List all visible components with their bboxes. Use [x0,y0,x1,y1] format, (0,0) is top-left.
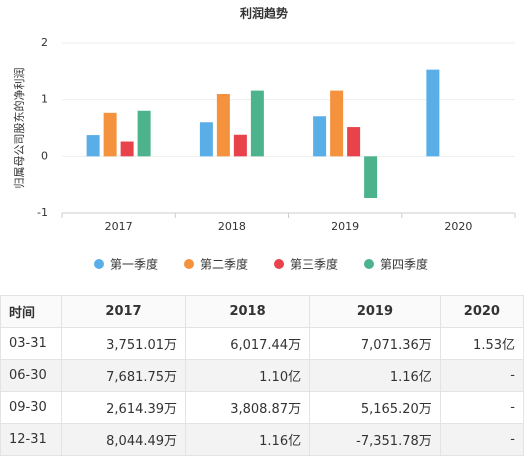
table-cell: 1.16亿 [185,423,311,456]
bar [86,135,100,157]
bar [313,116,327,157]
table-cell: 3,808.87万 [185,391,311,424]
table-cell: 06-30 [0,359,62,392]
header-cell: 时间 [0,295,62,328]
header-cell: 2020 [439,295,525,328]
bar [233,134,247,157]
legend-label: 第二季度 [200,257,248,272]
legend-label: 第三季度 [290,257,338,272]
table-cell: 7,681.75万 [60,359,187,392]
y-tick-label: 0 [41,149,48,162]
chart-title: 利润趋势 [240,6,288,21]
table-cell: 7,071.36万 [309,327,441,360]
bar [199,122,213,157]
table-row: 09-30 2,614.39万 3,808.87万 5,165.20万 - [0,391,525,424]
header-cell: 2018 [185,295,311,328]
bar [137,110,151,157]
chart: 利润趋势 归属母公司股东的净利润 -1 0 1 2 2017 2018 2019 2020 第一… [12,6,516,272]
table-row: 06-30 7,681.75万 1.10亿 1.16亿 - [0,359,525,392]
legend-label: 第一季度 [110,257,158,272]
table-cell: - [439,423,525,456]
y-tick-label: 2 [41,36,48,49]
table-cell: 3,751.01万 [60,327,187,360]
table-cell: 03-31 [0,327,62,360]
table-cell: 1.53亿 [439,327,525,360]
data-table: 时间 2017 2018 2019 2020 03-31 3,751.01万 6,017.44… [0,295,525,456]
table-cell: - [439,359,525,392]
bar [426,69,440,157]
table-cell: -7,351.78万 [309,423,441,456]
table-cell: 5,165.20万 [309,391,441,424]
table-cell: - [439,391,525,424]
x-tick-label: 2018 [218,220,246,233]
y-axis-label: 归属母公司股东的净利润 [12,68,26,189]
bar [364,156,378,198]
bar [120,141,134,157]
table-header-row: 时间 2017 2018 2019 2020 [0,295,525,328]
y-tick-label: 1 [41,93,48,106]
table-cell: 1.10亿 [185,359,311,392]
bar [103,112,117,157]
legend-label: 第四季度 [380,257,428,272]
bar [216,94,230,157]
legend-marker [94,259,104,269]
table-cell: 1.16亿 [309,359,441,392]
legend-marker [184,259,194,269]
y-tick-label: -1 [37,206,48,219]
table-row: 12-31 8,044.49万 1.16亿 -7,351.78万 - [0,423,525,456]
bar [250,90,264,157]
table-cell: 6,017.44万 [185,327,311,360]
table-cell: 09-30 [0,391,62,424]
table-cell: 8,044.49万 [60,423,187,456]
legend-marker [364,259,374,269]
table-row: 03-31 3,751.01万 6,017.44万 7,071.36万 1.53亿 [0,327,525,360]
table-cell: 2,614.39万 [60,391,187,424]
x-tick-label: 2020 [444,220,472,233]
bar [330,90,344,157]
table-cell: 12-31 [0,423,62,456]
x-tick-label: 2017 [105,220,133,233]
bar [347,127,361,157]
header-cell: 2019 [309,295,441,328]
x-tick-label: 2019 [331,220,359,233]
legend-marker [274,259,284,269]
header-cell: 2017 [60,295,187,328]
